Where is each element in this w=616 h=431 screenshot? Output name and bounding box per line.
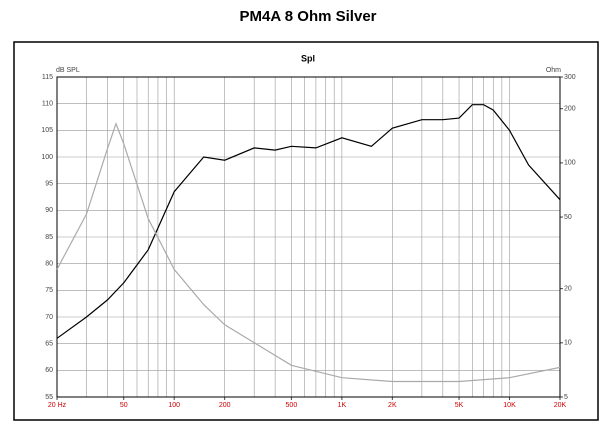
y-axis-label: dB SPL [56, 67, 80, 74]
y-tick-label: 95 [45, 181, 53, 188]
y-tick-label: 105 [41, 127, 53, 134]
x-tick-label: 2K [388, 402, 397, 409]
y2-tick-label: 50 [564, 214, 572, 221]
x-tick-label: 200 [219, 402, 231, 409]
chart-title: PM4A 8 Ohm Silver [240, 8, 377, 25]
y-tick-label: 90 [45, 207, 53, 214]
y-tick-label: 65 [45, 341, 53, 348]
y-tick-label: 55 [45, 394, 53, 401]
y2-tick-label: 300 [564, 74, 576, 81]
y2-axis-label: Ohm [546, 67, 561, 74]
x-tick-label: 10K [503, 402, 516, 409]
y-tick-label: 75 [45, 287, 53, 294]
plot-frame [56, 76, 561, 398]
y-tick-label: 100 [41, 154, 53, 161]
series-line [56, 121, 561, 383]
x-tick-label: 20 Hz [48, 402, 67, 409]
y2-tick-label: 5 [564, 394, 568, 401]
y2-tick-label: 10 [564, 340, 572, 347]
panel-frame [13, 41, 599, 421]
panel-title: Spl [301, 53, 315, 63]
x-tick-label: 1K [338, 402, 347, 409]
y-tick-label: 60 [45, 367, 53, 374]
y-tick-label: 70 [45, 314, 53, 321]
x-tick-label: 100 [168, 402, 180, 409]
y2-tick-label: 100 [564, 160, 576, 167]
y2-tick-label: 200 [564, 106, 576, 113]
series-line [56, 104, 561, 339]
x-tick-label: 5K [455, 402, 464, 409]
y-tick-label: 80 [45, 261, 53, 268]
x-tick-label: 50 [120, 402, 128, 409]
y-tick-label: 110 [42, 101, 53, 108]
y2-tick-label: 20 [564, 285, 572, 292]
x-tick-label: 20K [554, 402, 567, 409]
x-tick-label: 500 [286, 402, 298, 409]
y-tick-label: 85 [45, 234, 53, 241]
y-tick-label: 115 [42, 74, 53, 81]
